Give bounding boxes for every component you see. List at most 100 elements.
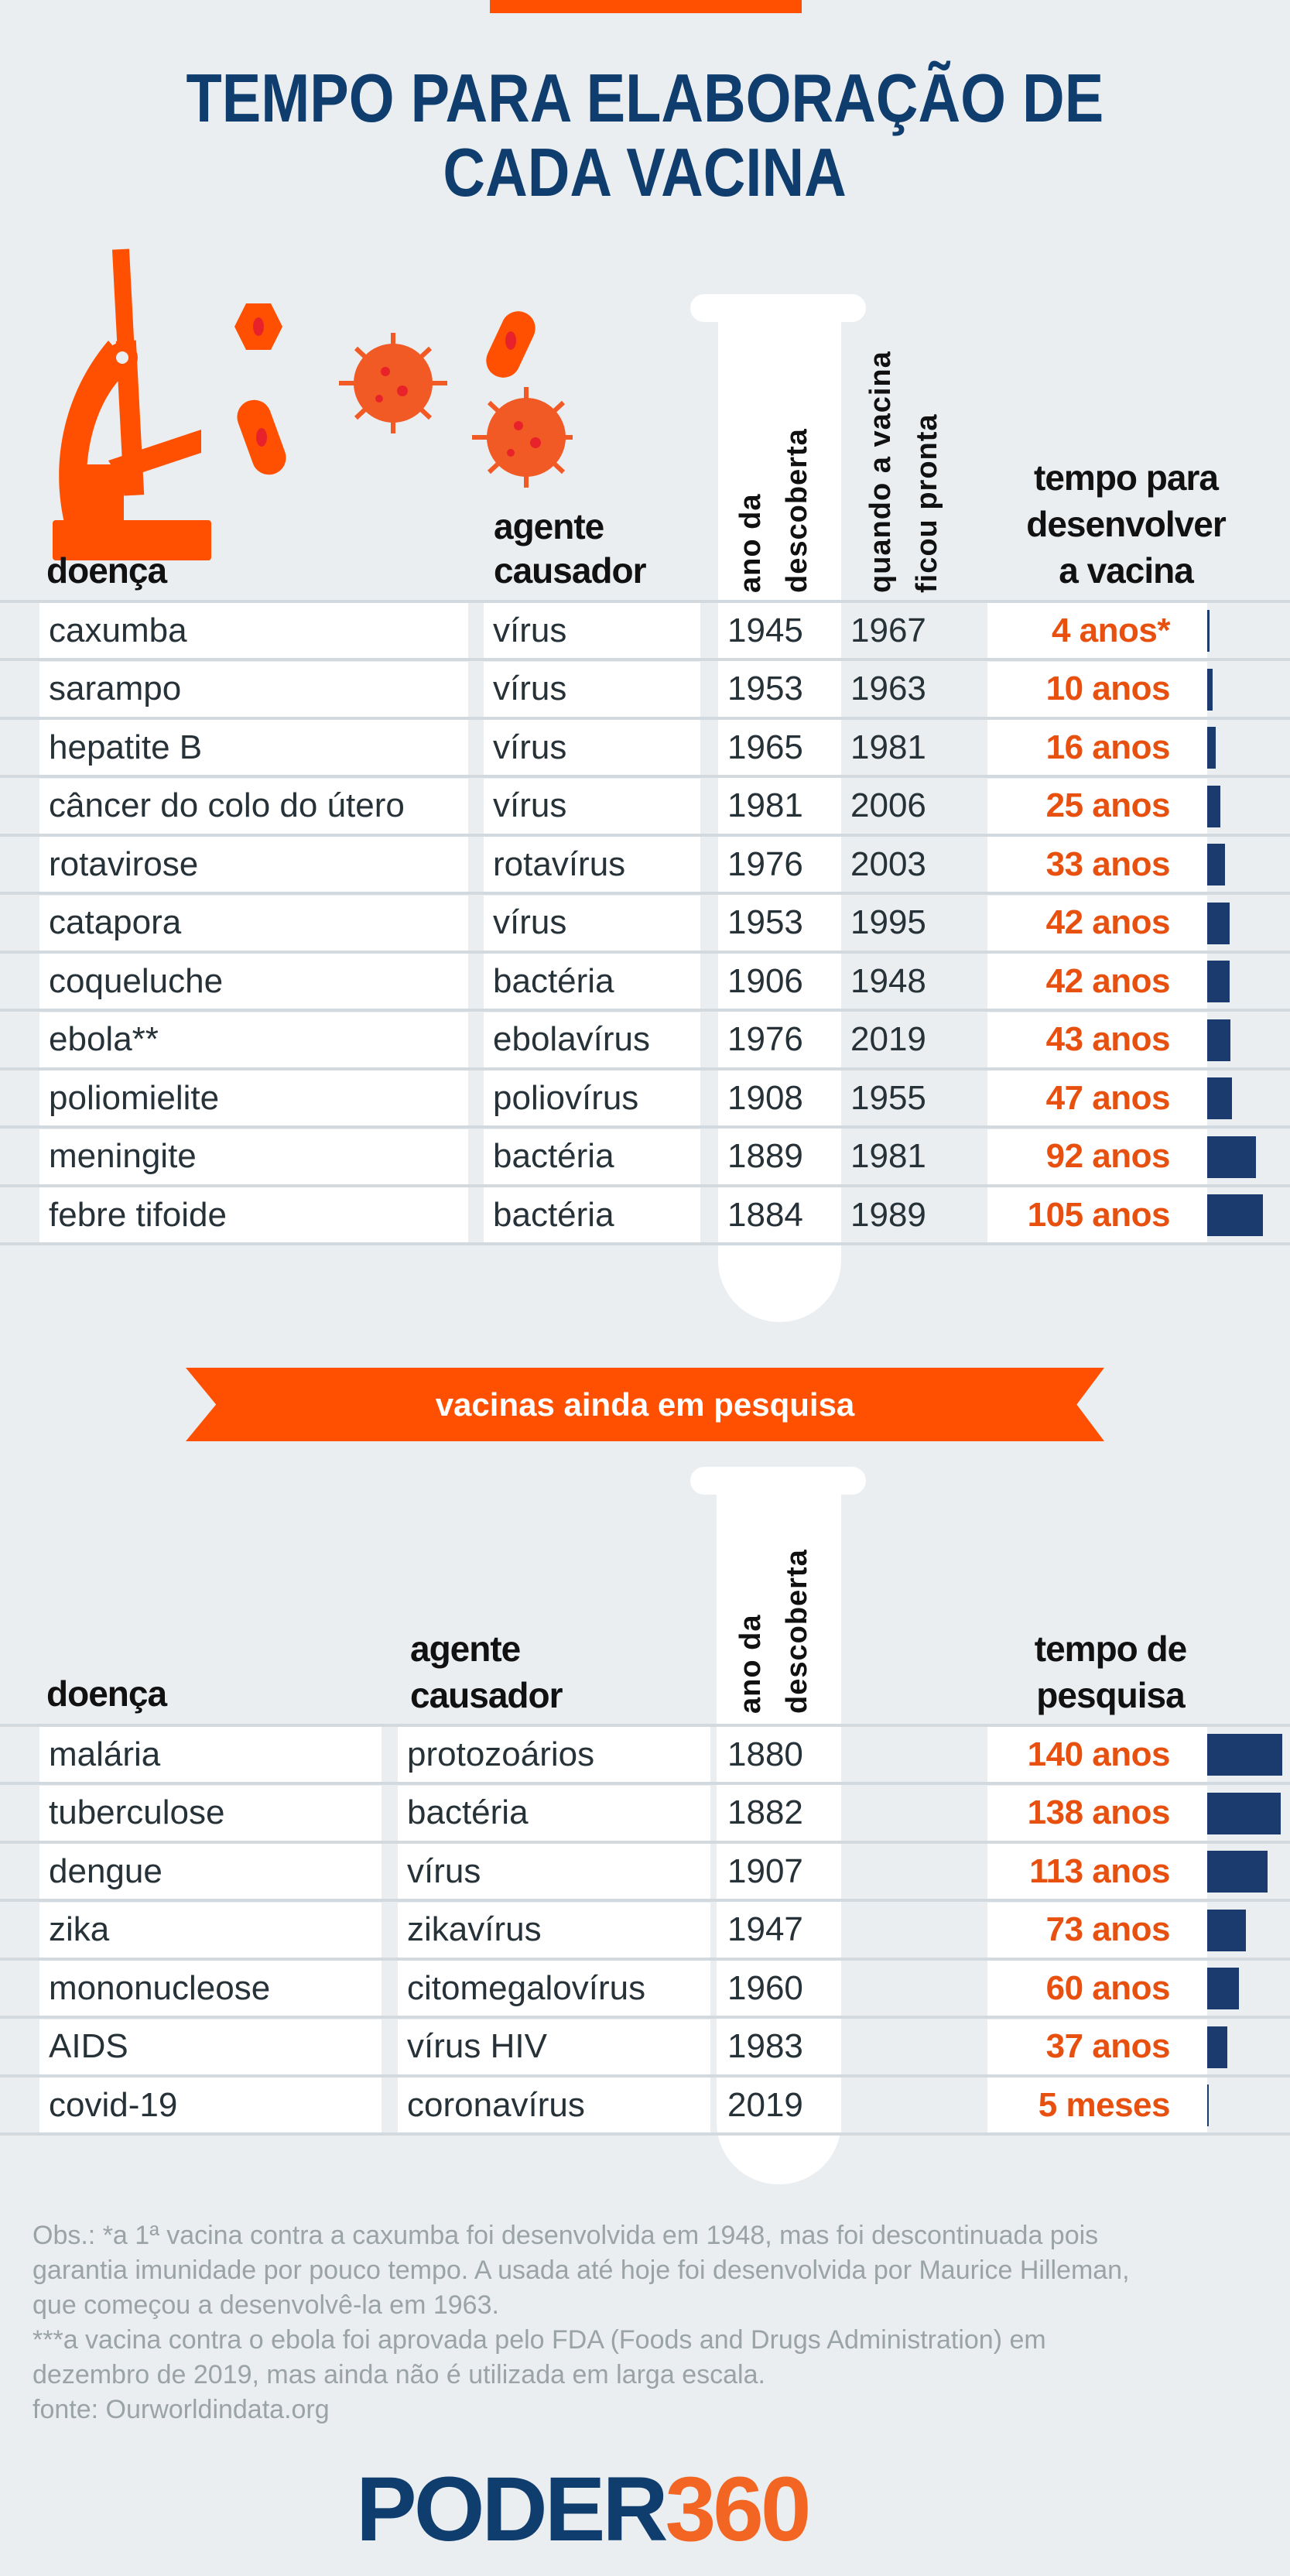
top-accent-bar bbox=[490, 0, 802, 13]
header-time-line3: a vacina bbox=[1059, 550, 1194, 591]
time-bar bbox=[1207, 668, 1213, 711]
section-banner: vacinas ainda em pesquisa bbox=[186, 1368, 1104, 1441]
footnote-line: garantia imunidade por pouco tempo. A us… bbox=[33, 2256, 1130, 2285]
cell-disease: hepatite B bbox=[39, 720, 468, 775]
header-disease: doença bbox=[46, 1673, 167, 1714]
time-bar bbox=[1207, 1077, 1233, 1119]
footnote-line: dezembro de 2019, mas ainda não é utiliz… bbox=[33, 2360, 765, 2389]
cell-agent: vírus bbox=[398, 1844, 710, 1899]
cell-agent: poliovírus bbox=[484, 1070, 700, 1125]
cell-discovery-year: 1908 bbox=[718, 1070, 841, 1125]
pill-icon bbox=[237, 399, 286, 475]
row-separator bbox=[0, 2016, 1290, 2019]
cell-ready-year: 2006 bbox=[850, 786, 926, 824]
time-bar bbox=[1207, 902, 1230, 944]
cell-time: 105 anos bbox=[987, 1187, 1207, 1242]
cell-time: 92 anos bbox=[987, 1129, 1207, 1184]
footnote-line: Obs.: *a 1ª vacina contra a caxumba foi … bbox=[33, 2221, 1099, 2250]
cell-time: 5 meses bbox=[987, 2078, 1207, 2132]
cell-disease: ebola** bbox=[39, 1012, 468, 1067]
cell-disease: tuberculose bbox=[39, 1785, 382, 1841]
cell-agent: vírus bbox=[484, 720, 700, 775]
cell-ready-year: 1967 bbox=[850, 611, 926, 649]
cell-time: 138 anos bbox=[987, 1785, 1207, 1841]
cell-disease: sarampo bbox=[39, 661, 468, 717]
header-agent-line2: causador bbox=[494, 550, 647, 591]
row-separator bbox=[0, 1840, 1290, 1844]
header-discovery-line2: descoberta bbox=[781, 1549, 813, 1714]
cell-disease: covid-19 bbox=[39, 2078, 382, 2132]
row-separator bbox=[0, 1957, 1290, 1961]
cell-time: 43 anos bbox=[987, 1012, 1207, 1067]
cell-discovery-year: 1976 bbox=[718, 837, 841, 892]
header-discovery-line1: ano da bbox=[734, 493, 767, 593]
cell-discovery-year: 1960 bbox=[718, 1961, 841, 2016]
cell-time: 140 anos bbox=[987, 1727, 1207, 1782]
cell-time: 60 anos bbox=[987, 1961, 1207, 2016]
cell-time: 42 anos bbox=[987, 954, 1207, 1009]
cell-ready-year: 1981 bbox=[850, 728, 926, 766]
cell-ready-year: 1981 bbox=[850, 1137, 926, 1175]
cell-discovery-year: 1906 bbox=[718, 954, 841, 1009]
header-ready-line1: quando a vacina bbox=[864, 351, 897, 593]
cell-time: 47 anos bbox=[987, 1070, 1207, 1125]
time-bar bbox=[1207, 1019, 1230, 1061]
cell-disease: rotavirose bbox=[39, 837, 468, 892]
row-separator bbox=[0, 950, 1290, 954]
row-separator bbox=[0, 892, 1290, 895]
header-discovery-line1: ano da bbox=[734, 1614, 767, 1714]
cell-agent: bactéria bbox=[398, 1785, 710, 1841]
cell-disease: catapora bbox=[39, 895, 468, 951]
time-bar bbox=[1207, 844, 1225, 886]
time-bar bbox=[1207, 1136, 1257, 1178]
header-agent-line1: agente bbox=[410, 1629, 521, 1669]
cell-ready-year: 1948 bbox=[850, 961, 926, 1000]
cell-agent: protozoários bbox=[398, 1727, 710, 1782]
time-bar bbox=[1207, 1851, 1268, 1893]
time-bar bbox=[1207, 785, 1221, 827]
cell-discovery-year: 1880 bbox=[718, 1727, 841, 1782]
row-separator bbox=[0, 1899, 1290, 1902]
cell-ready-year: 2019 bbox=[850, 1020, 926, 1058]
poder360-logo: PODER360 bbox=[356, 2458, 812, 2561]
cell-discovery-year: 2019 bbox=[718, 2078, 841, 2132]
cell-discovery-year: 1976 bbox=[718, 1012, 841, 1067]
pill-icon bbox=[486, 311, 536, 378]
cell-agent: bactéria bbox=[484, 954, 700, 1009]
cell-discovery-year: 1907 bbox=[718, 1844, 841, 1899]
cell-agent: vírus bbox=[484, 895, 700, 951]
cell-time: 10 anos bbox=[987, 661, 1207, 717]
cell-ready-year: 1995 bbox=[850, 903, 926, 941]
cell-discovery-year: 1945 bbox=[718, 603, 841, 658]
cell-discovery-year: 1983 bbox=[718, 2019, 841, 2074]
cell-agent: vírus bbox=[484, 661, 700, 717]
cell-agent: vírus HIV bbox=[398, 2019, 710, 2074]
row-separator bbox=[0, 1782, 1290, 1785]
cell-discovery-year: 1981 bbox=[718, 778, 841, 834]
cell-disease: caxumba bbox=[39, 603, 468, 658]
cell-discovery-year: 1882 bbox=[718, 1785, 841, 1841]
row-separator bbox=[0, 775, 1290, 778]
header-time-line2: desenvolver bbox=[1026, 504, 1226, 544]
cell-time: 42 anos bbox=[987, 895, 1207, 951]
cell-disease: poliomielite bbox=[39, 1070, 468, 1125]
cell-ready-year: 1955 bbox=[850, 1078, 926, 1117]
row-separator bbox=[0, 2132, 1290, 2136]
cell-time: 25 anos bbox=[987, 778, 1207, 834]
time-bar bbox=[1207, 610, 1210, 652]
cell-agent: ebolavírus bbox=[484, 1012, 700, 1067]
cell-agent: vírus bbox=[484, 603, 700, 658]
footnotes: Obs.: *a 1ª vacina contra a caxumba foi … bbox=[33, 2218, 1271, 2427]
bacteria-icon bbox=[234, 303, 282, 350]
cell-agent: bactéria bbox=[484, 1187, 700, 1242]
header-agent-line2: causador bbox=[410, 1675, 563, 1715]
cell-time: 73 anos bbox=[987, 1902, 1207, 1958]
header-disease: doença bbox=[46, 550, 167, 591]
row-separator bbox=[0, 1125, 1290, 1129]
cell-discovery-year: 1953 bbox=[718, 661, 841, 717]
time-bar bbox=[1207, 727, 1216, 769]
time-bar bbox=[1207, 1909, 1247, 1951]
row-separator bbox=[0, 658, 1290, 661]
header-research-line1: tempo de bbox=[1034, 1629, 1187, 1669]
cell-agent: zikavírus bbox=[398, 1902, 710, 1958]
